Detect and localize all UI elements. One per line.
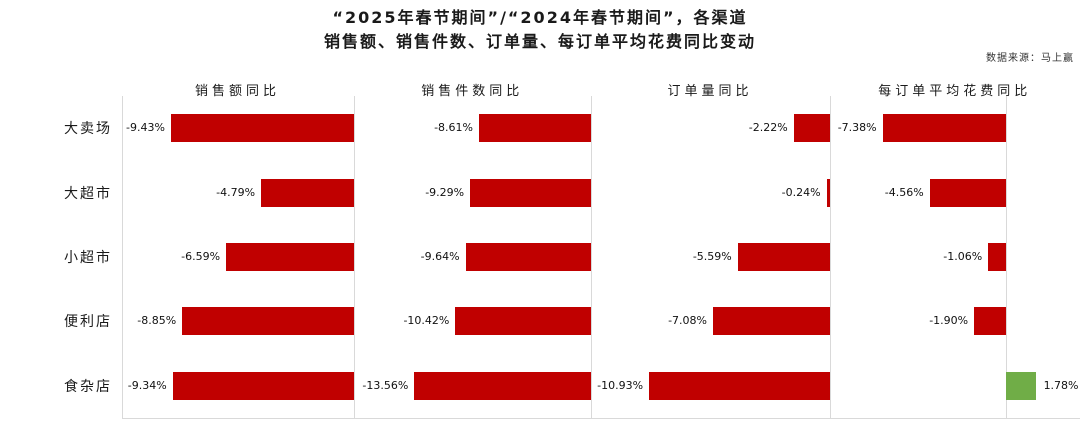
bar-小超市-销售额同比 (226, 243, 354, 271)
value-label: -1.06% (943, 250, 983, 263)
panel-2: -8.61% -9.29% -9.64% -10.42% -13.56% (354, 96, 592, 418)
bar-大超市-销售件数同比 (470, 178, 592, 207)
bar-大卖场-每订单平均花费同比 (882, 114, 1006, 143)
panel-4: -7.38% -4.56% -1.06% -1.90% 1.78% (829, 96, 1080, 418)
category-label-1: 大卖场 (64, 121, 112, 138)
panel-header-4: 每订单平均花费同比 (878, 84, 1032, 99)
bar-便利店-订单量同比 (712, 307, 831, 336)
category-label-2: 大超市 (64, 185, 112, 202)
panel-header-3: 订单量同比 (667, 84, 753, 99)
chart-title-line1: “2025年春节期间”/“2024年春节期间”，各渠道 (332, 8, 748, 27)
value-label: -8.61% (434, 121, 473, 135)
value-label: -9.29% (425, 185, 465, 199)
bar-食杂店-每订单平均花费同比 (1005, 371, 1036, 400)
value-label: -10.42% (403, 314, 450, 328)
bar-便利店-销售件数同比 (455, 307, 592, 336)
panel-3: -2.22% -0.24% -5.59% -7.08% -10.93% (590, 96, 831, 418)
value-label: -1.90% (929, 314, 969, 328)
data-source-note: 数据来源：马上赢 (986, 53, 1074, 64)
value-label: -0.24% (781, 185, 821, 199)
category-label-4: 便利店 (64, 314, 112, 331)
value-label: -9.34% (127, 378, 167, 392)
bar-食杂店-销售额同比 (172, 371, 354, 400)
value-label: -4.56% (884, 185, 924, 199)
value-label: -2.22% (748, 121, 788, 135)
bar-小超市-销售件数同比 (465, 243, 592, 271)
x-axis-line (122, 418, 1080, 419)
value-label: -9.64% (420, 250, 460, 263)
zero-axis-line (1005, 96, 1007, 418)
bar-食杂店-销售件数同比 (414, 371, 592, 400)
value-label: -7.08% (668, 314, 707, 328)
value-label: -8.85% (137, 314, 177, 328)
chart-title: “2025年春节期间”/“2024年春节期间”，各渠道 销售额、销售件数、订单量… (0, 6, 1080, 54)
bar-便利店-每订单平均花费同比 (974, 307, 1006, 336)
bar-小超市-每订单平均花费同比 (988, 243, 1006, 271)
value-label: -6.59% (181, 250, 221, 263)
panel-header-2: 销售件数同比 (421, 84, 524, 99)
value-label: -9.43% (126, 121, 165, 135)
value-label: -10.93% (597, 378, 644, 392)
category-label-5: 食杂店 (64, 378, 112, 395)
bar-食杂店-订单量同比 (649, 371, 831, 400)
value-label: -5.59% (692, 250, 732, 263)
bar-大卖场-销售额同比 (170, 114, 354, 143)
bar-大卖场-订单量同比 (793, 114, 831, 143)
bar-大超市-销售额同比 (261, 178, 354, 207)
value-label: -4.79% (216, 185, 256, 199)
panel-header-1: 销售额同比 (194, 84, 280, 99)
value-label: 1.78% (1043, 378, 1079, 392)
category-label-3: 小超市 (64, 250, 112, 266)
bar-大超市-订单量同比 (826, 178, 831, 207)
chart-title-line2: 销售额、销售件数、订单量、每订单平均花费同比变动 (323, 32, 756, 51)
bar-大超市-每订单平均花费同比 (929, 178, 1006, 207)
bar-大卖场-销售件数同比 (478, 114, 592, 143)
value-label: -7.38% (837, 121, 877, 135)
bar-小超市-订单量同比 (737, 243, 831, 271)
value-label: -13.56% (362, 378, 409, 392)
panel-1: -9.43% -4.79% -6.59% -8.85% -9.34% (122, 96, 354, 418)
bar-便利店-销售额同比 (182, 307, 354, 336)
